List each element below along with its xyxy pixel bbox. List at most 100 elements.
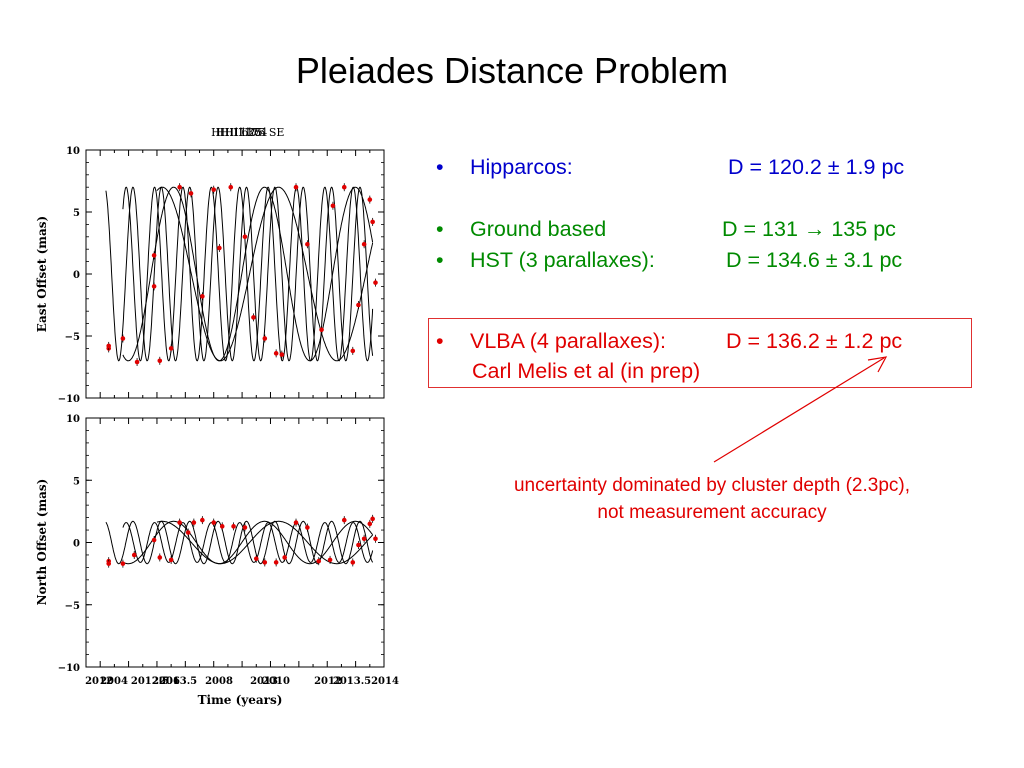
data-point — [177, 520, 182, 525]
data-point — [279, 352, 285, 357]
x-tick-label: 2013.5 — [159, 676, 197, 687]
data-point — [251, 315, 256, 320]
data-point — [188, 191, 194, 196]
note-line-1: uncertainty dominated by cluster depth (… — [513, 475, 911, 496]
data-point — [293, 184, 299, 190]
data-point — [200, 294, 205, 299]
data-point — [231, 524, 236, 529]
hipparcos-value: D = 120.2 ± 1.9 pc — [728, 155, 905, 179]
time-xlabel: Time (years) — [198, 693, 283, 707]
x-tick-label: 2010 — [262, 676, 290, 687]
data-point — [168, 346, 174, 351]
data-point — [157, 358, 163, 364]
data-point — [211, 520, 217, 525]
bullet-dot: • — [436, 155, 444, 179]
arrow-head — [867, 356, 888, 373]
x-tick-label: 2008 — [205, 676, 233, 687]
data-point — [151, 537, 157, 543]
data-point — [191, 520, 197, 525]
vlba-value: D = 136.2 ± 1.2 pc — [726, 329, 903, 353]
x-tick-label: 2014 — [371, 676, 399, 687]
y-tick-label: −10 — [58, 663, 80, 674]
x-tick-label: 2012.5 — [131, 676, 169, 687]
y-tick-label: −5 — [65, 332, 80, 343]
data-point — [168, 557, 174, 563]
data-point — [373, 536, 378, 542]
parallax-charts: HII 1136 HII 625 HII 174 HII 1175 SE −10… — [35, 126, 399, 707]
svg-text:HII 174: HII 174 — [225, 126, 268, 139]
data-point — [200, 517, 205, 523]
data-point — [157, 555, 163, 560]
data-point — [305, 525, 310, 530]
hst-value: D = 134.6 ± 3.1 pc — [726, 248, 903, 272]
ground-label: Ground based — [470, 217, 607, 241]
data-point — [361, 536, 367, 542]
model-curve — [156, 520, 374, 565]
y-tick-label: 0 — [73, 270, 80, 281]
note-line-2: not measurement accuracy — [597, 502, 827, 523]
bullet-dot: • — [436, 217, 444, 241]
model-curve — [122, 186, 374, 362]
data-point — [356, 302, 361, 308]
data-point — [120, 561, 126, 566]
data-point — [262, 560, 268, 565]
east-offset-panel: −10 −5 0 5 10 — [58, 146, 385, 405]
data-point — [219, 524, 225, 529]
data-point — [319, 327, 324, 333]
svg-text:HII 625: HII 625 — [220, 126, 263, 139]
data-point — [134, 359, 140, 365]
data-point — [228, 184, 234, 190]
y-tick-label: −5 — [65, 601, 80, 612]
data-point — [211, 187, 217, 192]
slide-title: Pleiades Distance Problem — [295, 50, 729, 91]
x-tick-label: 2013.5 — [333, 676, 371, 687]
uncertainty-note: uncertainty dominated by cluster depth (… — [462, 472, 962, 526]
data-point — [370, 219, 375, 225]
data-point — [185, 530, 191, 535]
data-point — [120, 336, 126, 341]
north-ylabel: North Offset (mas) — [35, 479, 49, 606]
model-curve — [122, 520, 374, 565]
data-point — [367, 197, 373, 202]
y-tick-label: 5 — [73, 208, 80, 219]
arrow-line — [713, 357, 885, 463]
model-curve — [156, 186, 374, 362]
east-ylabel: East Offset (mas) — [35, 216, 49, 332]
y-tick-label: −10 — [58, 394, 80, 405]
data-point — [151, 284, 157, 289]
data-point — [316, 558, 322, 564]
data-point — [151, 253, 157, 258]
data-point — [177, 184, 182, 190]
ground-value: D = 131 → 135 pc — [722, 217, 896, 241]
svg-text:HII 1136: HII 1136 — [211, 126, 261, 139]
x-tick-label: 2012 — [85, 676, 113, 687]
bullet-dot: • — [436, 329, 444, 353]
svg-text:HII 1175 SE: HII 1175 SE — [216, 126, 285, 139]
vlba-citation: Carl Melis et al (in prep) — [472, 356, 700, 387]
data-point — [253, 556, 259, 561]
data-point — [327, 557, 333, 563]
vlba-label: VLBA (4 parallaxes): — [470, 329, 666, 353]
y-tick-label: 10 — [66, 146, 80, 157]
data-point — [350, 348, 356, 354]
hst-label: HST (3 parallaxes): — [470, 248, 655, 272]
vlba-highlight-box — [428, 318, 972, 388]
model-curve — [122, 522, 374, 563]
bullet-dot: • — [436, 248, 444, 272]
x-tick-label: 2004 — [100, 676, 128, 687]
data-point — [293, 520, 299, 525]
x-tick-label: 2012 — [314, 676, 342, 687]
data-point — [217, 245, 222, 251]
top-panel-title: HII 1136 HII 625 HII 174 HII 1175 SE — [211, 126, 284, 139]
data-point — [356, 542, 361, 548]
north-offset-panel: −10 −5 0 5 10 — [58, 414, 385, 674]
data-point — [305, 241, 310, 247]
data-point — [350, 560, 356, 565]
data-point — [341, 184, 347, 190]
data-point — [282, 555, 287, 560]
data-point — [106, 561, 112, 566]
data-point — [242, 234, 248, 240]
hipparcos-label: Hipparcos: — [470, 155, 573, 179]
data-point — [373, 280, 378, 285]
